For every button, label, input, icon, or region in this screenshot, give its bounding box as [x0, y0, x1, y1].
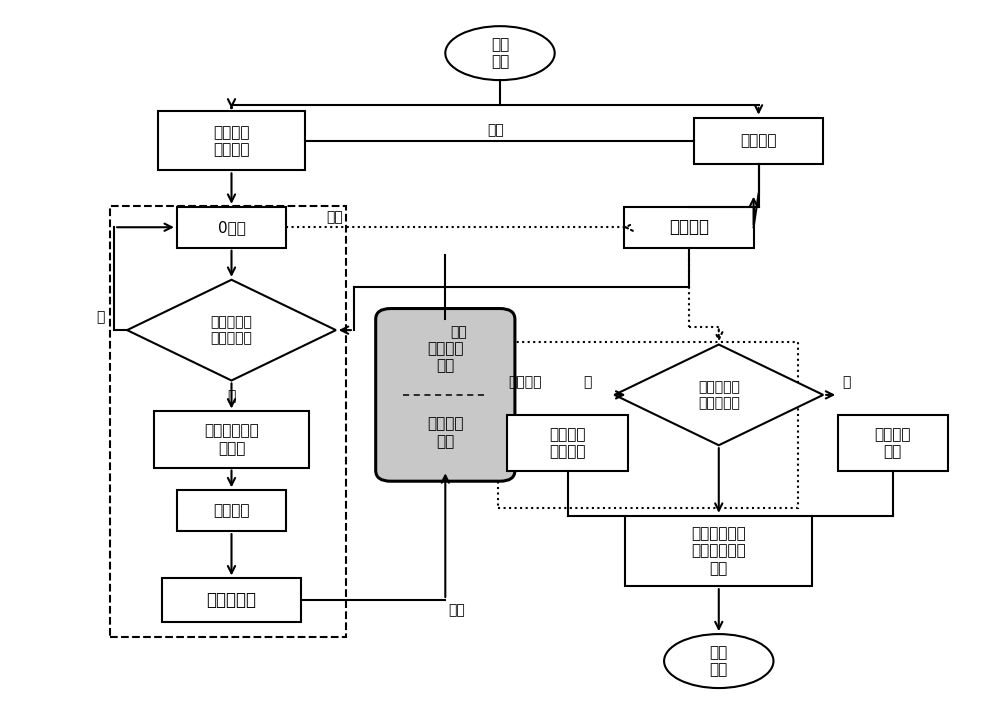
Text: 刺激: 刺激 [448, 603, 465, 618]
Text: 开始
工作: 开始 工作 [491, 37, 509, 70]
Text: 调节电流强度
和频率: 调节电流强度 和频率 [204, 423, 259, 456]
Ellipse shape [445, 26, 555, 80]
Text: 否: 否 [842, 375, 850, 389]
Text: 电激发信号: 电激发信号 [207, 591, 256, 609]
FancyBboxPatch shape [177, 490, 286, 531]
FancyBboxPatch shape [177, 207, 286, 248]
Text: 是: 是 [96, 310, 104, 324]
FancyBboxPatch shape [162, 579, 301, 621]
Text: 参考信号: 参考信号 [508, 375, 541, 389]
Polygon shape [127, 280, 336, 381]
FancyBboxPatch shape [158, 112, 305, 170]
Text: 神经健康
状态良好: 神经健康 状态良好 [549, 427, 586, 459]
FancyBboxPatch shape [838, 415, 948, 471]
Text: 周围神经
刺激组件: 周围神经 刺激组件 [213, 125, 250, 157]
Text: 0电流: 0电流 [218, 220, 245, 235]
Text: 对神经健康状
态进行评估并
归档: 对神经健康状 态进行评估并 归档 [691, 526, 746, 576]
Text: 超声组件: 超声组件 [740, 133, 777, 149]
FancyBboxPatch shape [625, 515, 812, 587]
Text: 目标肌肉
组织: 目标肌肉 组织 [427, 341, 464, 373]
FancyBboxPatch shape [694, 117, 823, 165]
FancyBboxPatch shape [507, 415, 628, 471]
Ellipse shape [664, 634, 773, 688]
Text: 保持运行: 保持运行 [213, 503, 250, 518]
Text: 神经功能
异常: 神经功能 异常 [875, 427, 911, 459]
FancyBboxPatch shape [376, 309, 515, 481]
Text: 位移信号是
否可被观测: 位移信号是 否可被观测 [211, 315, 252, 345]
Text: 是: 是 [583, 375, 592, 389]
Text: 结束
工作: 结束 工作 [710, 645, 728, 677]
FancyBboxPatch shape [154, 411, 309, 468]
FancyBboxPatch shape [624, 207, 754, 248]
Text: 否: 否 [227, 389, 236, 403]
Text: 同步: 同步 [488, 123, 504, 137]
Text: 目标周围
神经: 目标周围 神经 [427, 416, 464, 449]
Text: 反馈: 反馈 [326, 210, 343, 224]
Text: 位移信号: 位移信号 [669, 218, 709, 236]
Polygon shape [614, 344, 823, 445]
Text: 位移信号纹
路是否正常: 位移信号纹 路是否正常 [698, 380, 740, 410]
Text: 响应: 响应 [450, 326, 467, 339]
